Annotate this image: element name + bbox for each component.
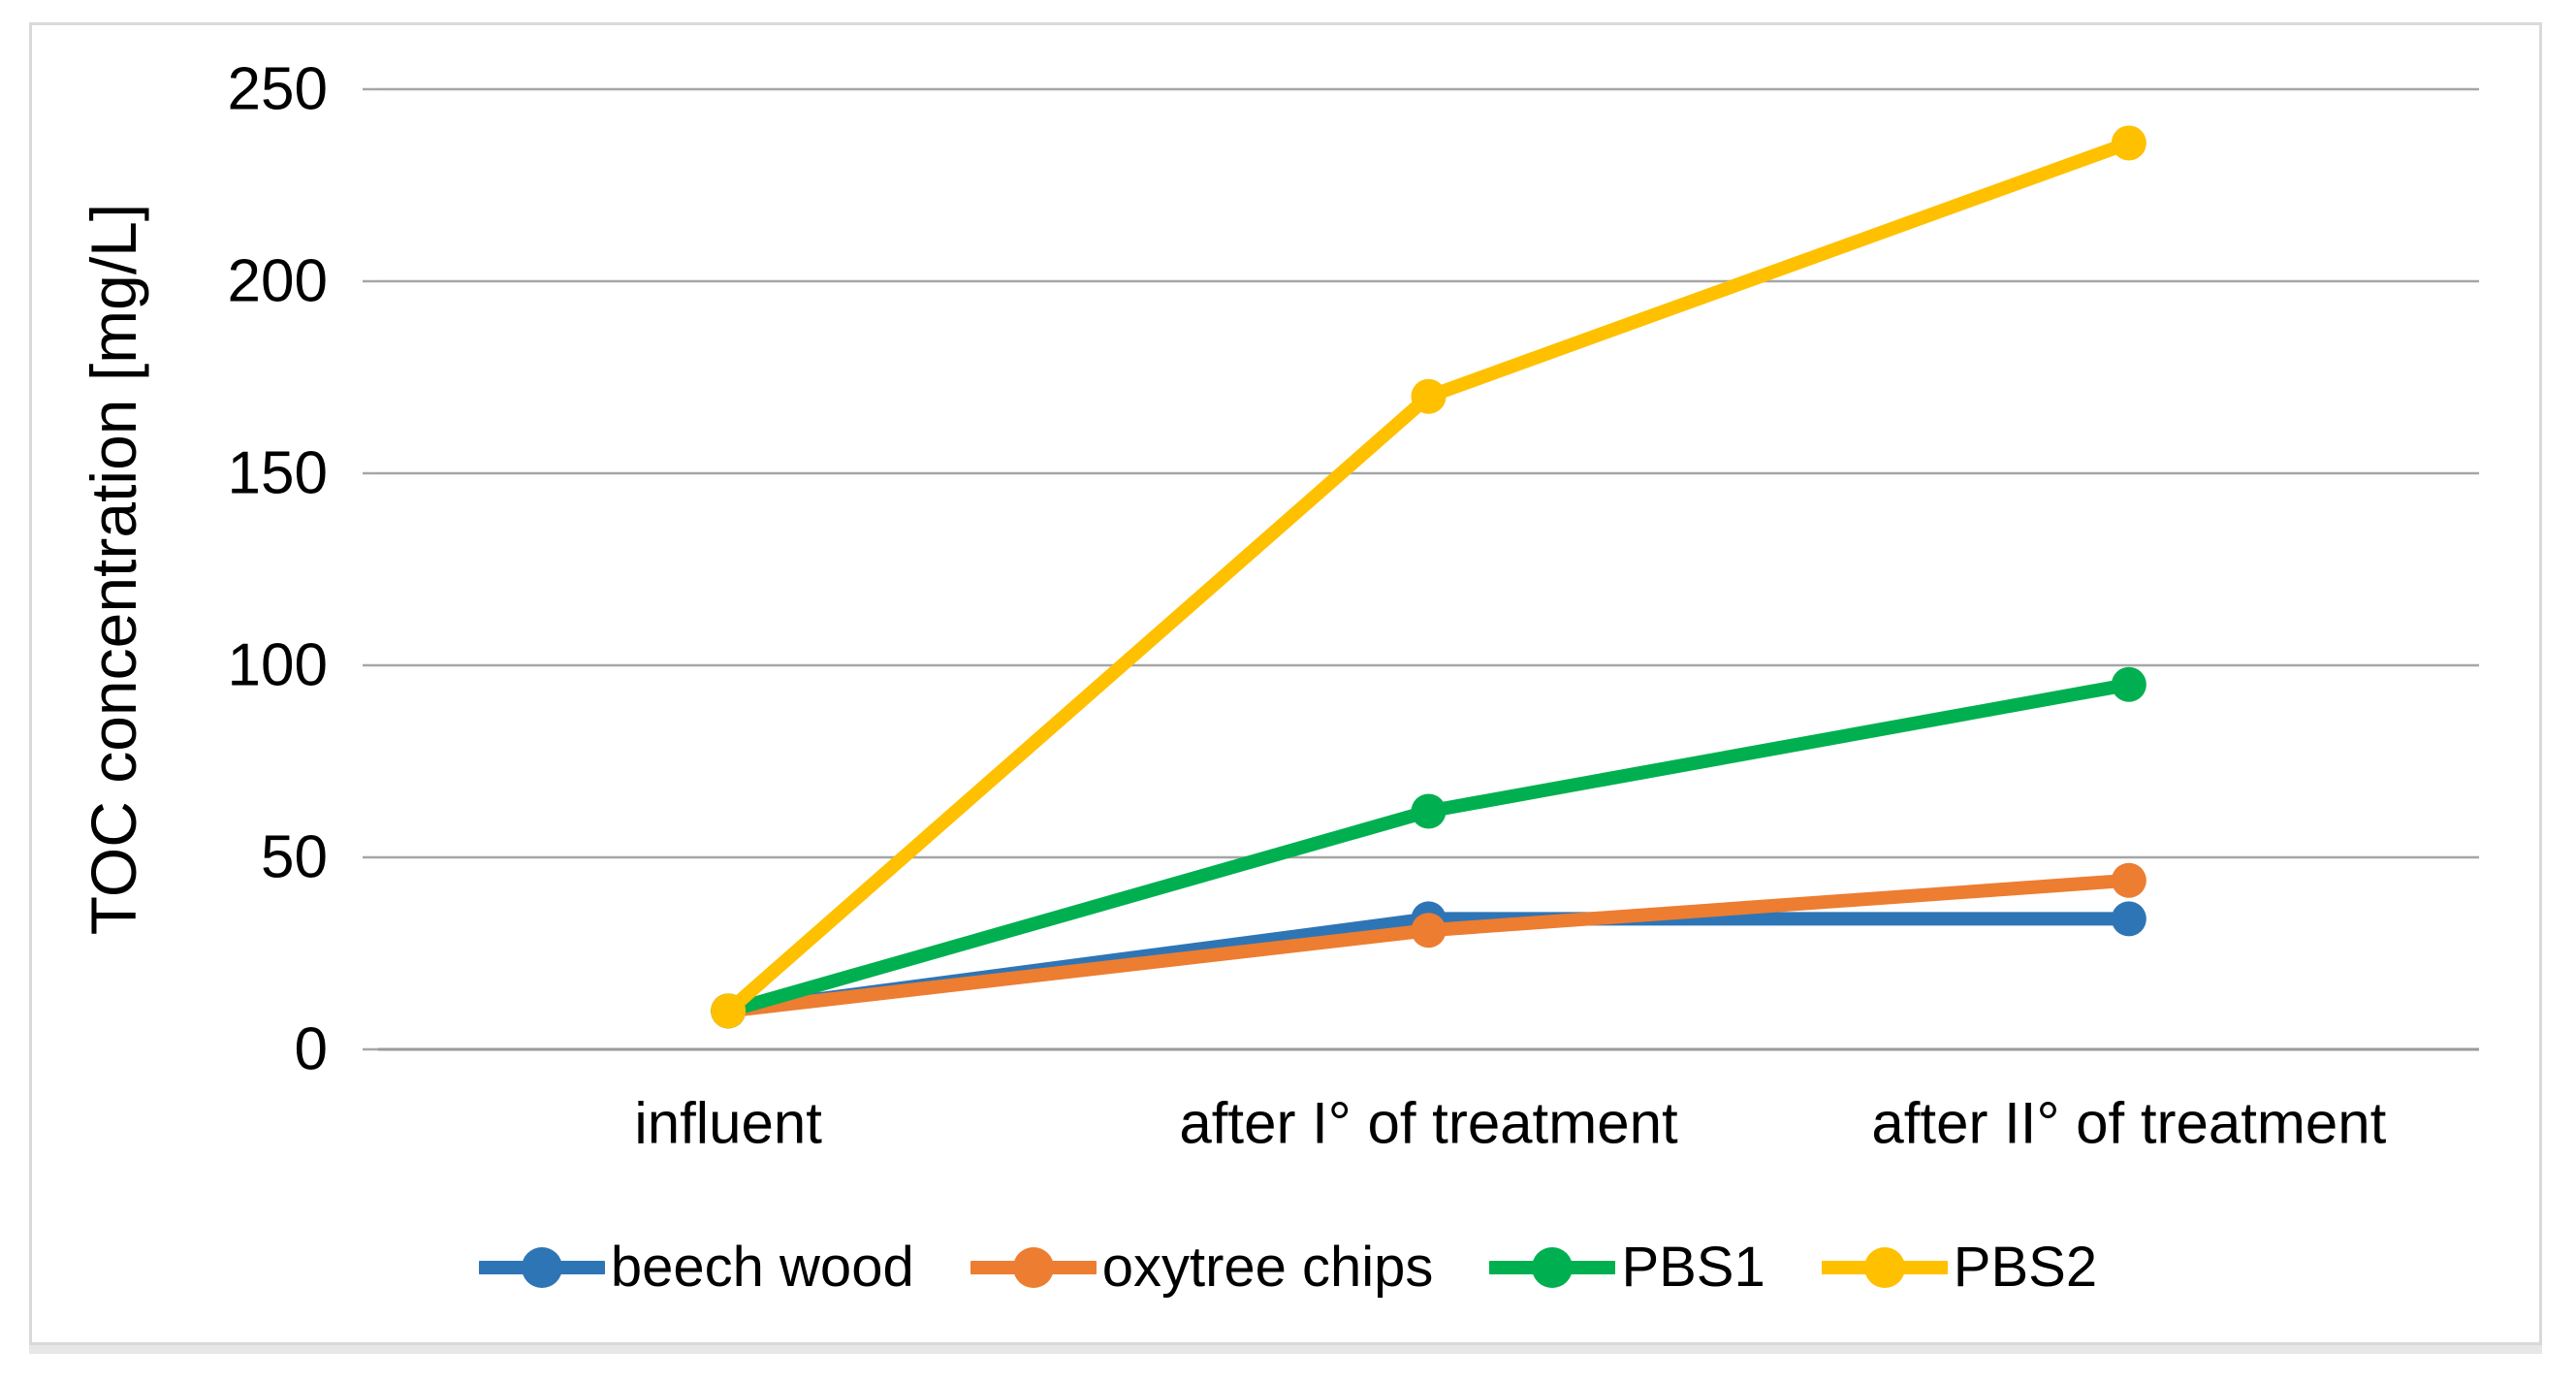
data-point-pbs2-1: [1411, 378, 1447, 414]
data-point-beech-wood-2: [2111, 901, 2147, 937]
legend-item-pbs2: PBS2: [1821, 1236, 2098, 1299]
series-pbs2: [711, 125, 2147, 1029]
series-layer: [711, 125, 2147, 1029]
data-point-pbs1-2: [2111, 666, 2147, 702]
grid-layer: [363, 87, 2479, 1051]
series-line-pbs2: [721, 136, 2136, 1018]
legend-marker-icon: [478, 1247, 605, 1288]
x-category-label-after-i-of-treatment: after I° of treatment: [1179, 1091, 1678, 1156]
chart-legend: beech wood oxytree chips PBS1 PBS2: [0, 1224, 2576, 1311]
y-tick-label: 0: [295, 1016, 328, 1083]
y-tick-label: 150: [228, 440, 328, 507]
legend-label: PBS1: [1621, 1236, 1765, 1299]
y-axis-title: TOC concentration [mg/L]: [78, 204, 149, 935]
legend-marker-icon: [970, 1247, 1097, 1288]
series-pbs1: [711, 666, 2147, 1029]
data-point-pbs2-2: [2111, 125, 2147, 161]
data-point-oxytree-chips-2: [2111, 862, 2147, 898]
data-point-pbs1-1: [1411, 793, 1447, 829]
y-tick-label: 250: [228, 56, 328, 123]
legend-dot: [1863, 1247, 1905, 1288]
legend-marker-icon: [1821, 1247, 1948, 1288]
series-oxytree-chips: [711, 862, 2147, 1029]
legend-item-beech-wood: beech wood: [478, 1236, 914, 1299]
legend-label: oxytree chips: [1101, 1236, 1434, 1299]
legend-dot: [1532, 1247, 1574, 1288]
legend-label: beech wood: [610, 1236, 914, 1299]
data-point-pbs2-0: [711, 993, 747, 1029]
x-category-label-influent: influent: [634, 1091, 822, 1156]
legend-dot: [1012, 1247, 1054, 1288]
legend-marker-icon: [1489, 1247, 1616, 1288]
data-point-oxytree-chips-1: [1411, 913, 1447, 949]
axis-text-layer: 0 50 100 150 200 250 influent after I° of treat…: [228, 56, 2387, 1156]
legend-item-pbs1: PBS1: [1489, 1239, 1765, 1296]
x-category-label-after-ii-of-treatment: after II° of treatment: [1871, 1091, 2386, 1156]
y-tick-label: 50: [261, 824, 328, 891]
series-line-pbs1: [721, 677, 2136, 1018]
legend-dot: [521, 1247, 562, 1288]
y-tick-label: 100: [228, 632, 328, 699]
legend-item-oxytree-chips: oxytree chips: [970, 1236, 1434, 1299]
legend-label: PBS2: [1953, 1236, 2098, 1299]
y-tick-label: 200: [228, 248, 328, 315]
